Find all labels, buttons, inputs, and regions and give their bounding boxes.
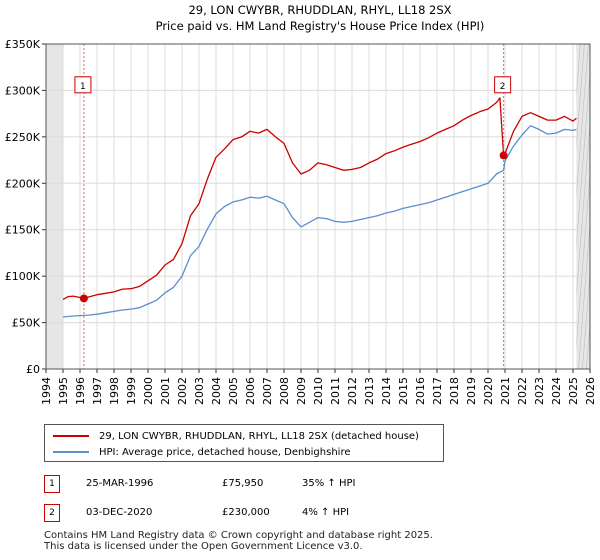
x-tick-label: 2012 xyxy=(346,377,359,405)
sale-label-text: 2 xyxy=(500,82,506,92)
x-tick-label: 2000 xyxy=(142,377,155,405)
x-tick-label: 2005 xyxy=(227,377,240,405)
property-series-line xyxy=(62,97,577,300)
sale-marker-badge: 2 xyxy=(44,504,60,522)
x-tick-label: 2001 xyxy=(159,377,172,405)
x-tick-label: 2011 xyxy=(329,377,342,405)
legend-item-hpi: HPI: Average price, detached house, Denb… xyxy=(53,444,350,460)
sale-label-box xyxy=(494,76,512,94)
x-tick-label: 2025 xyxy=(567,377,580,405)
sale-price: £230,000 xyxy=(222,507,270,518)
chart-subtitle: Price paid vs. HM Land Registry's House … xyxy=(156,19,485,33)
x-tick-label: 1999 xyxy=(125,377,138,405)
hatch-line xyxy=(578,220,591,369)
x-tick-label: 2010 xyxy=(312,377,325,405)
y-tick-label: £250K xyxy=(5,131,41,144)
x-tick-label: 1996 xyxy=(74,377,87,405)
y-tick-label: £100K xyxy=(5,270,41,283)
no-data-region-left xyxy=(46,44,63,369)
hatch-line xyxy=(576,170,591,348)
sale-hpi-change: 35% ↑ HPI xyxy=(302,478,356,489)
x-tick-label: 2020 xyxy=(482,377,495,405)
footer-attribution: Contains HM Land Registry data © Crown c… xyxy=(44,530,433,552)
sale-date: 03-DEC-2020 xyxy=(86,507,153,518)
x-tick-label: 2019 xyxy=(465,377,478,405)
footer-licence: This data is licensed under the Open Gov… xyxy=(44,541,363,552)
legend-item-property: 29, LON CWYBR, RHUDDLAN, RHYL, LL18 2SX … xyxy=(53,428,419,444)
x-tick-label: 1995 xyxy=(57,377,70,405)
hatch-line xyxy=(576,70,591,248)
sale-date: 25-MAR-1996 xyxy=(86,478,154,489)
hpi-series-line xyxy=(62,125,577,318)
x-tick-label: 2014 xyxy=(380,377,393,405)
x-tick-label: 2008 xyxy=(278,377,291,405)
legend-swatch-property xyxy=(53,435,89,437)
sale-point xyxy=(79,294,88,303)
x-tick-label: 2017 xyxy=(431,377,444,405)
x-tick-label: 2013 xyxy=(363,377,376,405)
sale-price: £75,950 xyxy=(222,478,264,489)
chart-title: 29, LON CWYBR, RHUDDLAN, RHYL, LL18 2SX xyxy=(188,3,451,17)
y-tick-label: £300K xyxy=(5,84,41,97)
x-tick-label: 2026 xyxy=(584,377,597,405)
x-tick-label: 1998 xyxy=(108,377,121,405)
x-tick-label: 2009 xyxy=(295,377,308,405)
x-tick-label: 2023 xyxy=(533,377,546,405)
y-tick-label: £50K xyxy=(12,317,41,330)
legend-label-hpi: HPI: Average price, detached house, Denb… xyxy=(99,446,351,458)
price-chart: 29, LON CWYBR, RHUDDLAN, RHYL, LL18 2SX … xyxy=(5,3,597,405)
x-tick-label: 2021 xyxy=(499,377,512,405)
x-tick-label: 2022 xyxy=(516,377,529,405)
sale-point xyxy=(499,151,508,160)
footer-copyright: Contains HM Land Registry data © Crown c… xyxy=(44,530,433,541)
y-tick-label: £0 xyxy=(26,363,40,376)
legend-label-property: 29, LON CWYBR, RHUDDLAN, RHYL, LL18 2SX … xyxy=(99,430,419,442)
x-tick-label: 2004 xyxy=(210,377,223,405)
sale-label-text: 1 xyxy=(80,82,86,92)
x-tick-label: 2003 xyxy=(193,377,206,405)
sale-label-box xyxy=(74,76,92,94)
plot-frame xyxy=(45,43,591,370)
x-tick-label: 2016 xyxy=(414,377,427,405)
sale-marker-badge: 1 xyxy=(44,475,60,493)
legend-swatch-hpi xyxy=(53,451,89,453)
x-tick-label: 2006 xyxy=(244,377,257,405)
hatch-line xyxy=(576,44,589,198)
hatch-line xyxy=(576,120,591,298)
x-tick-label: 2002 xyxy=(176,377,189,405)
hatch-line xyxy=(582,270,591,369)
y-tick-label: £350K xyxy=(5,38,41,51)
sale-hpi-change: 4% ↑ HPI xyxy=(302,507,350,518)
x-tick-label: 2015 xyxy=(397,377,410,405)
x-tick-label: 2018 xyxy=(448,377,461,405)
y-tick-label: £200K xyxy=(5,177,41,190)
x-tick-label: 2007 xyxy=(261,377,274,405)
x-tick-label: 1997 xyxy=(91,377,104,405)
chart-legend: 29, LON CWYBR, RHUDDLAN, RHYL, LL18 2SX … xyxy=(44,424,444,462)
hatch-line xyxy=(576,44,585,148)
x-tick-label: 1994 xyxy=(40,377,53,405)
x-tick-label: 2024 xyxy=(550,377,563,405)
y-tick-label: £150K xyxy=(5,224,41,237)
